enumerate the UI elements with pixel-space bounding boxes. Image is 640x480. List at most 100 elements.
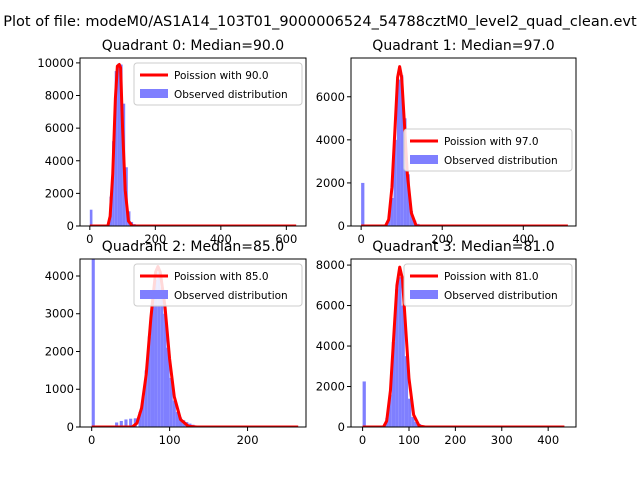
- quadrant-2-hist-bar: [172, 400, 176, 427]
- quadrant-1-hist-bar: [406, 174, 410, 226]
- quadrant-1-ytick-label: 0: [338, 219, 345, 233]
- quadrant-3-hist-bar: [391, 341, 396, 427]
- quadrant-2-hist-bar: [150, 302, 155, 427]
- quadrant-3-hist-bar: [362, 381, 366, 427]
- legend-swatch-observed: [410, 155, 438, 164]
- quadrant-1-plot-area: [361, 65, 568, 226]
- legend-label-observed: Observed distribution: [444, 155, 558, 167]
- quadrant-2-hist-bar: [154, 279, 158, 427]
- quadrant-0-xtick-label: 200: [144, 232, 166, 246]
- quadrant-0-axes-frame: [79, 57, 307, 227]
- quadrant-3-xtick-label: 400: [537, 433, 559, 447]
- legend-swatch-observed: [140, 290, 168, 299]
- quadrant-0-hist-bar: [119, 64, 123, 226]
- quadrant-2-xtick-label: 200: [237, 433, 259, 447]
- quadrant-1-ytick-label: 2000: [316, 176, 345, 190]
- quadrant-3-panel: Quadrant 3: Median=81.0 0 100 200 300 400020…: [316, 239, 577, 447]
- quadrant-0-ytick-label: 10000: [37, 56, 74, 70]
- quadrant-1-hist-bar: [393, 139, 397, 226]
- legend-label-poisson: Poission with 85.0: [174, 271, 269, 283]
- quadrant-3-ytick-label: 6000: [316, 299, 345, 313]
- quadrant-3-axes-frame: [350, 258, 577, 428]
- quadrant-2-panel: Quadrant 2: Median=85.0 0 100 200010002000…: [45, 239, 307, 447]
- legend-label-observed: Observed distribution: [174, 89, 288, 101]
- quadrant-3-hist-bar: [408, 398, 412, 427]
- quadrant-2-xtick-label: 100: [159, 433, 181, 447]
- quadrant-1-xtick-label: 200: [431, 232, 453, 246]
- quadrant-2-title: Quadrant 2: Median=85.0: [102, 239, 284, 255]
- quadrant-1-hist-bar: [390, 198, 394, 226]
- quadrant-2-ytick-label: 2000: [45, 344, 74, 358]
- quadrant-2-xtick-label: 0: [88, 433, 95, 447]
- quadrant-1-axes-frame: [350, 57, 577, 227]
- quadrant-0-ytick-label: 4000: [45, 154, 74, 168]
- quadrant-3-hist-bar: [395, 289, 399, 427]
- legend-swatch-observed: [410, 290, 438, 299]
- legend-box: [403, 263, 573, 307]
- quadrant-2-ytick-label: 0: [67, 420, 74, 434]
- quadrant-2-legend: Poission with 85.0 Observed distribution: [133, 263, 303, 307]
- quadrant-2-hist-bar: [169, 377, 173, 427]
- legend-label-poisson: Poission with 90.0: [174, 70, 269, 82]
- legend-label-observed: Observed distribution: [444, 290, 558, 302]
- quadrant-1-ytick-label: 6000: [316, 90, 345, 104]
- quadrant-0-hist-bar: [89, 209, 93, 226]
- quadrant-0-ytick-label: 0: [67, 219, 74, 233]
- quadrant-0-ytick-label: 2000: [45, 186, 74, 200]
- quadrant-2-ytick-label: 4000: [45, 269, 74, 283]
- quadrant-3-xtick-label: 200: [444, 433, 466, 447]
- quadrant-2-hist-bar: [166, 347, 170, 427]
- quadrant-3-xtick-label: 100: [398, 433, 420, 447]
- quadrant-2-hist-bar: [141, 396, 145, 427]
- legend-box: [133, 62, 303, 106]
- quadrant-3-hist-bar: [398, 277, 402, 427]
- quadrant-1-legend: Poission with 97.0 Observed distribution: [403, 128, 573, 172]
- quadrant-1-hist-bar: [361, 182, 365, 226]
- quadrant-0-hist-bar: [114, 71, 118, 226]
- quadrant-3-hist-bar: [388, 394, 392, 427]
- quadrant-0-xtick-label: 0: [86, 232, 93, 246]
- quadrant-0-ytick-label: 8000: [45, 89, 74, 103]
- legend-swatch-observed: [140, 89, 168, 98]
- quadrant-2-axes-frame: [79, 258, 307, 428]
- quadrant-0-hist-bar: [117, 63, 120, 226]
- quadrant-0-plot-area: [89, 63, 297, 226]
- legend-label-poisson: Poission with 97.0: [444, 136, 539, 148]
- quadrant-2-hist-bar: [147, 336, 151, 427]
- legend-label-poisson: Poission with 81.0: [444, 271, 539, 283]
- quadrant-0-ytick-label: 6000: [45, 121, 74, 135]
- quadrant-3-legend: Poission with 81.0 Observed distribution: [403, 263, 573, 307]
- quadrant-2-hist-bar: [115, 422, 119, 427]
- quadrant-2-hist-bar: [144, 370, 148, 427]
- quadrant-3-plot-area: [362, 265, 565, 427]
- quadrant-3-ytick-label: 0: [338, 420, 345, 434]
- quadrant-2-hist-bar: [163, 313, 167, 427]
- legend-box: [403, 128, 573, 172]
- legend-label-observed: Observed distribution: [174, 290, 288, 302]
- figure-suptitle: Plot of file: modeM0/AS1A14_103T01_90000…: [3, 14, 637, 30]
- quadrant-3-hist-bar: [404, 356, 409, 427]
- quadrant-3-ytick-label: 8000: [316, 258, 345, 272]
- quadrant-2-ytick-label: 1000: [45, 382, 74, 396]
- quadrant-1-xtick-label: 0: [357, 232, 364, 246]
- quadrant-0-title: Quadrant 0: Median=90.0: [102, 38, 284, 54]
- legend-box: [133, 263, 303, 307]
- quadrant-2-hist-bar: [160, 287, 164, 427]
- quadrant-0-xtick-label: 600: [275, 232, 297, 246]
- quadrant-3-ytick-label: 4000: [316, 339, 345, 353]
- quadrant-1-panel: Quadrant 1: Median=97.0 0 200 400020004000…: [316, 38, 577, 246]
- quadrant-2-hist-bar: [91, 259, 95, 427]
- quadrant-0-legend: Poission with 90.0 Observed distribution: [133, 62, 303, 106]
- quadrant-3-poisson-curve: [362, 265, 565, 427]
- quadrant-1-hist-bar: [396, 79, 401, 226]
- quadrant-1-hist-bar: [409, 210, 414, 226]
- quadrant-3-hist-bar: [414, 421, 418, 427]
- quadrant-0-poisson-curve: [89, 63, 297, 226]
- quadrant-3-ytick-label: 2000: [316, 380, 345, 394]
- quadrant-2-hist-bar: [138, 411, 142, 427]
- quadrant-0-panel: Quadrant 0: Median=90.0 0 200 400 600020004…: [37, 38, 307, 246]
- quadrant-2-hist-bar: [129, 418, 133, 427]
- quadrant-2-ytick-label: 3000: [45, 307, 74, 321]
- quadrant-2-hist-bar: [175, 411, 179, 427]
